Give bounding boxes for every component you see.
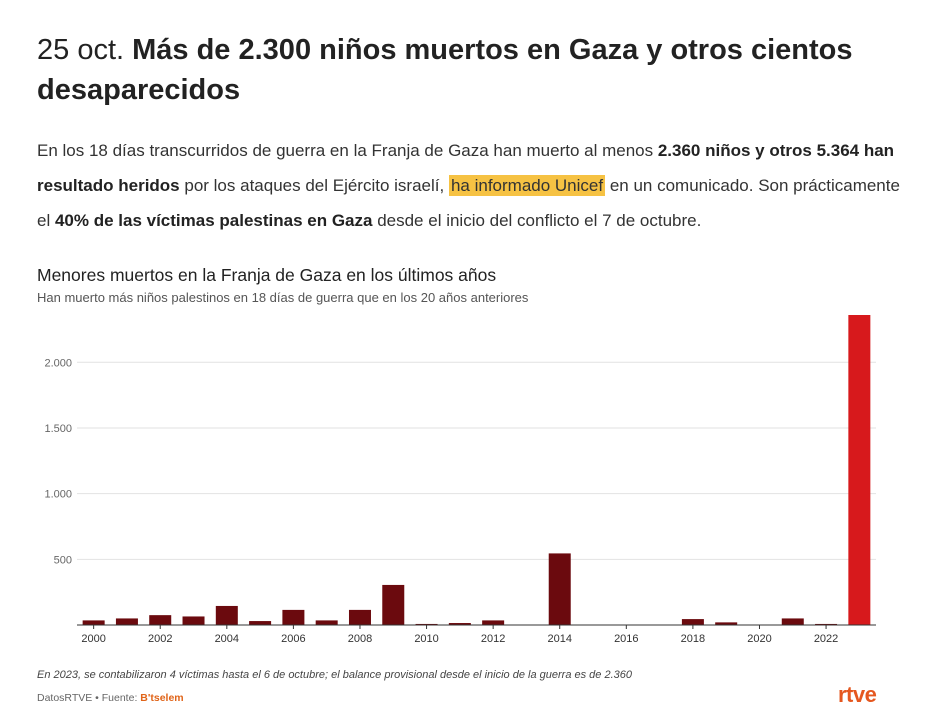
x-tick-label: 2006: [281, 633, 305, 645]
rtve-logo[interactable]: rtve: [838, 682, 877, 707]
x-tick-label: 2018: [681, 633, 705, 645]
bar-2012[interactable]: [482, 620, 505, 625]
bar-2006[interactable]: [282, 609, 305, 625]
credit-text: DatosRTVE • Fuente:: [37, 692, 141, 704]
x-axis-ticks: 2000 2002 2004 2006 2008 2010 2012 2014 2016 2018…: [81, 625, 838, 645]
unicef-link[interactable]: ha informado Unicef: [448, 175, 606, 196]
bar-2005[interactable]: [249, 621, 272, 625]
bar-2014[interactable]: [548, 553, 571, 625]
bar-2009[interactable]: [382, 584, 405, 625]
lead-paragraph: En los 18 días transcurridos de guerra e…: [37, 133, 907, 238]
y-tick-label: 1.000: [44, 489, 72, 501]
headline-title: Más de 2.300 niños muertos en Gaza y otr…: [37, 34, 853, 106]
bar-2002[interactable]: [149, 615, 172, 625]
y-tick-label: 2.000: [44, 357, 72, 369]
x-tick-label: 2008: [348, 633, 372, 645]
headline-date: 25 oct.: [37, 34, 125, 66]
lead-text-1: En los 18 días transcurridos de guerra e…: [37, 141, 658, 160]
bar-2008[interactable]: [348, 609, 371, 625]
bar-2003[interactable]: [182, 616, 205, 625]
bar-2019[interactable]: [715, 622, 738, 625]
x-tick-label: 2020: [747, 633, 771, 645]
bar-2018[interactable]: [681, 619, 704, 625]
x-tick-label: 2010: [414, 633, 438, 645]
bars: [82, 315, 871, 626]
bar-2007[interactable]: [315, 620, 338, 625]
source-link[interactable]: B'tselem: [140, 692, 184, 704]
x-tick-label: 2022: [814, 633, 838, 645]
chart-subtitle: Han muerto más niños palestinos en 18 dí…: [37, 290, 529, 305]
x-tick-label: 2004: [215, 633, 239, 645]
bar-2022[interactable]: [815, 623, 838, 625]
x-tick-label: 2016: [614, 633, 638, 645]
headline: 25 oct. Más de 2.300 niños muertos en Ga…: [37, 30, 897, 110]
lead-text-2: por los ataques del Ejército israelí,: [179, 176, 449, 195]
bar-2010[interactable]: [415, 623, 438, 625]
x-tick-label: 2002: [148, 633, 172, 645]
y-tick-label: 1.500: [44, 423, 72, 435]
credits: DatosRTVE • Fuente: B'tselem: [37, 692, 184, 704]
y-tick-label: 500: [54, 554, 72, 566]
x-tick-label: 2012: [481, 633, 505, 645]
x-tick-label: 2000: [81, 633, 105, 645]
bar-2021[interactable]: [781, 618, 804, 625]
grid-lines: 500 1.000 1.500 2.000: [44, 357, 876, 566]
bar-2000[interactable]: [82, 620, 105, 625]
lead-bold-1: 2.360 niños y otros 5.364 han resultado …: [37, 141, 895, 195]
bar-2011[interactable]: [448, 623, 471, 625]
bar-2023[interactable]: [848, 315, 871, 625]
bar-2004[interactable]: [215, 605, 238, 625]
bar-2001[interactable]: [115, 618, 138, 625]
lead-text-4: desde el inicio del conflicto el 7 de oc…: [372, 211, 702, 230]
chart-title: Menores muertos en la Franja de Gaza en …: [37, 265, 497, 285]
chart-note: En 2023, se contabilizaron 4 víctimas ha…: [37, 669, 632, 681]
lead-bold-2: 40% de las víctimas palestinas en Gaza: [54, 211, 373, 230]
lead-text-3: en un comunicado. Son prácticamente el: [37, 176, 900, 230]
x-tick-label: 2014: [547, 633, 571, 645]
